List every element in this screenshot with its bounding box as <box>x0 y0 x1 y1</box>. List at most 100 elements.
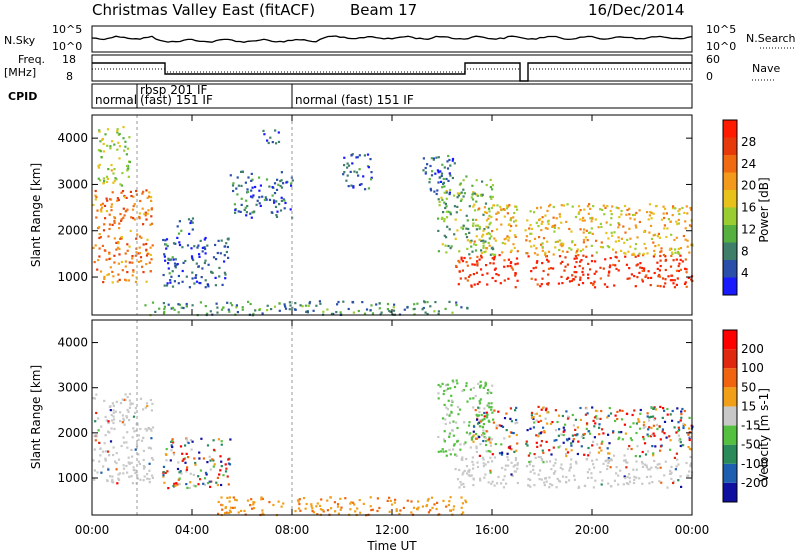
power-cell <box>660 250 663 253</box>
power-cell <box>549 267 552 270</box>
velocity-cell <box>431 506 434 509</box>
velocity-cell <box>320 498 323 501</box>
velocity-cell <box>591 444 594 447</box>
power-cell <box>342 173 345 176</box>
velocity-cell <box>559 445 562 448</box>
velocity-cell <box>107 430 110 433</box>
power-cell <box>447 244 450 248</box>
power-cell <box>534 266 538 269</box>
power-cell <box>122 126 125 129</box>
power-cell <box>191 271 194 274</box>
velocity-cell <box>526 444 529 447</box>
velocity-cell <box>488 406 491 409</box>
power-cell <box>585 229 588 232</box>
power-cell <box>95 196 98 199</box>
power-cell <box>515 205 518 208</box>
velocity-cell <box>112 409 115 412</box>
power-cell <box>177 303 180 306</box>
velocity-cell <box>104 457 107 460</box>
velocity-cell <box>576 426 579 429</box>
power-cell <box>663 216 666 220</box>
velocity-cell <box>430 496 434 499</box>
velocity-cell <box>461 473 464 476</box>
power-cell <box>273 192 277 195</box>
power-cell <box>601 208 604 211</box>
power-cell <box>647 270 650 273</box>
velocity-cell <box>671 409 674 413</box>
power-cell <box>677 247 680 250</box>
power-cell <box>503 215 506 218</box>
velocity-cell <box>150 437 153 440</box>
velocity-cell <box>649 475 652 478</box>
power-cell <box>568 280 572 283</box>
power-cell <box>472 224 475 227</box>
power-cell <box>117 198 120 202</box>
power-cell <box>436 169 439 172</box>
velocity-cell <box>598 433 601 436</box>
velocity-cell <box>179 445 183 448</box>
power-cell <box>308 300 312 304</box>
power-cell <box>362 175 365 178</box>
velocity-cell <box>666 486 669 489</box>
velocity-cell <box>473 425 476 428</box>
velocity-cell <box>185 483 188 486</box>
power-cell <box>177 274 180 278</box>
velocity-cell <box>674 468 677 471</box>
velocity-cell <box>513 470 516 473</box>
velocity-cell <box>607 461 610 464</box>
power-cell <box>347 307 350 311</box>
power-cell <box>613 284 616 287</box>
velocity-cell <box>472 434 475 437</box>
power-cell <box>512 243 515 246</box>
power-cell <box>491 253 494 256</box>
velocity-cell <box>620 418 624 421</box>
power-cell <box>488 237 491 240</box>
power-cell <box>126 243 129 246</box>
velocity-cell <box>183 457 187 460</box>
velocity-cell <box>118 478 121 482</box>
power-cell <box>620 213 623 216</box>
velocity-cell <box>502 478 505 481</box>
velocity-cell <box>606 464 609 467</box>
power-cell <box>236 193 239 196</box>
velocity-cell <box>669 469 672 472</box>
velocity-cell <box>448 433 451 436</box>
colorbar-frame <box>722 119 738 296</box>
power-cell <box>575 251 578 254</box>
velocity-cell <box>203 477 207 480</box>
power-cell <box>436 189 439 192</box>
velocity-cell <box>490 482 493 485</box>
velocity-cell <box>659 438 662 441</box>
velocity-cell <box>412 506 416 509</box>
velocity-cell <box>215 481 218 484</box>
power-cell <box>450 245 453 248</box>
power-cell <box>599 266 602 269</box>
power-cell <box>128 261 131 264</box>
power-cell <box>110 203 113 206</box>
velocity-cell <box>566 417 570 420</box>
velocity-cell <box>543 430 546 433</box>
power-cell <box>685 268 688 271</box>
power-cell <box>240 203 243 206</box>
power-cell <box>445 189 448 193</box>
power-cell <box>478 258 481 261</box>
velocity-cell <box>652 407 655 410</box>
velocity-cell <box>228 509 232 512</box>
power-cell <box>98 163 101 166</box>
power-cell <box>582 238 586 242</box>
power-cell <box>125 196 128 199</box>
power-cell <box>284 307 288 310</box>
power-cell <box>441 163 444 166</box>
power-cell <box>492 204 495 207</box>
power-cell <box>577 254 580 257</box>
velocity-cell <box>558 428 561 431</box>
velocity-cell <box>93 434 96 437</box>
power-cell <box>448 172 451 175</box>
power-cell <box>664 255 667 258</box>
velocity-cell <box>583 453 586 456</box>
power-cell <box>111 223 114 226</box>
power-cell <box>685 271 688 274</box>
velocity-cell <box>121 398 124 401</box>
power-cell <box>601 246 604 249</box>
power-cell <box>118 278 121 281</box>
